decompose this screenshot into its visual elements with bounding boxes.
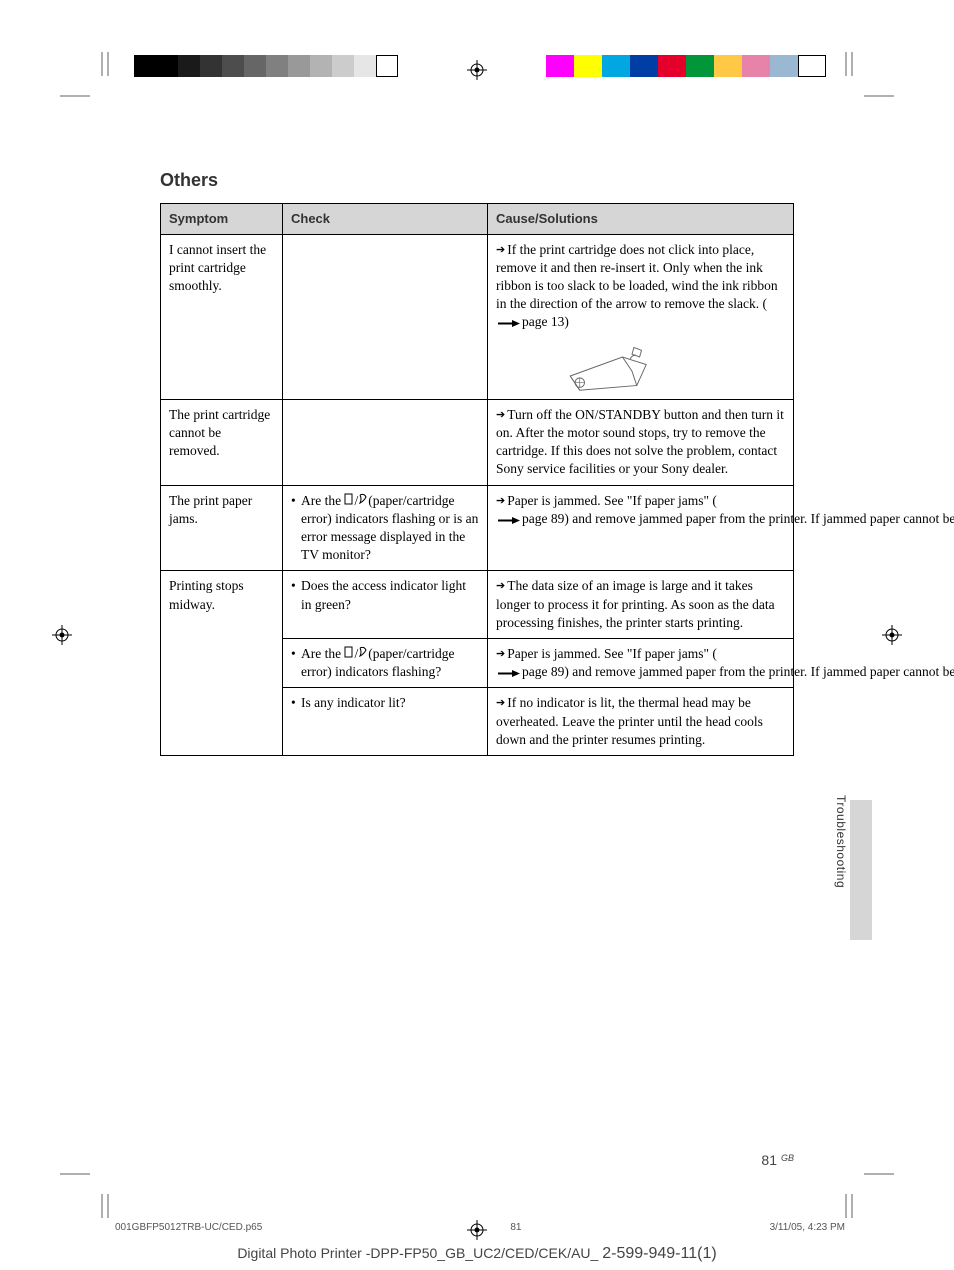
cause-text: Turn off the ON/STANDBY button and then … [496,407,784,477]
paper-icon [344,646,354,658]
table-row: The print cartridge cannot be removed. T… [161,399,794,485]
cause-cell: Turn off the ON/STANDBY button and then … [488,399,794,485]
section-tab [850,800,872,940]
table-row: Printing stops midway. Does the access i… [161,571,794,639]
paper-icon [344,493,354,505]
th-cause: Cause/Solutions [488,204,794,235]
color-calibration-strip [546,55,826,77]
check-cell: Are the /(paper/cartridge error) indicat… [283,639,488,688]
registration-mark-icon [52,625,72,645]
arrow-icon [496,646,507,661]
table-row: I cannot insert the print cartridge smoo… [161,234,794,399]
page-ref: page 13) [496,314,569,329]
th-check: Check [283,204,488,235]
section-title: Others [160,170,794,191]
check-cell: Is any indicator lit? [283,688,488,756]
ribbon-icon [358,646,368,658]
registration-mark-icon [467,60,487,80]
symptom-cell: Printing stops midway. [161,571,283,756]
symptom-cell: I cannot insert the print cartridge smoo… [161,234,283,399]
page-number: 81GB [761,1152,794,1168]
footer-title: Digital Photo Printer -DPP-FP50_GB_UC2/C… [0,1245,954,1263]
troubleshooting-table: Symptom Check Cause/Solutions I cannot i… [160,203,794,756]
cause-cell: If no indicator is lit, the thermal head… [488,688,794,756]
check-cell [283,234,488,399]
cause-cell: Paper is jammed. See "If paper jams" (pa… [488,639,794,688]
footer-datetime: 3/11/05, 4:23 PM [770,1222,845,1233]
page-ref: page 89) and remove jammed paper from th… [496,664,954,679]
check-cell: Does the access indicator light in green… [283,571,488,639]
arrow-icon [496,407,507,422]
symptom-cell: The print cartridge cannot be removed. [161,399,283,485]
cause-cell: Paper is jammed. See "If paper jams" (pa… [488,485,794,571]
arrow-icon [496,493,507,508]
page-ref: page 89) and remove jammed paper from th… [496,511,954,526]
footer-file: 001GBFP5012TRB-UC/CED.p65 [115,1222,262,1233]
section-tab-label: Troubleshooting [834,795,848,888]
footer-meta: 001GBFP5012TRB-UC/CED.p65 81 3/11/05, 4:… [115,1222,845,1233]
cause-text: Paper is jammed. See "If paper jams" ( [507,493,717,508]
table-row: The print paper jams. Are the /(paper/ca… [161,485,794,571]
check-cell: Are the /(paper/cartridge error) indicat… [283,485,488,571]
arrow-icon [496,242,507,257]
registration-mark-icon [882,625,902,645]
cause-cell: If the print cartridge does not click in… [488,234,794,399]
grayscale-calibration-strip [134,55,398,77]
check-cell [283,399,488,485]
footer-page: 81 [510,1222,521,1233]
cause-text: The data size of an image is large and i… [496,578,775,629]
cause-text: If the print cartridge does not click in… [496,242,778,312]
arrow-icon [496,695,507,710]
cause-cell: The data size of an image is large and i… [488,571,794,639]
table-header-row: Symptom Check Cause/Solutions [161,204,794,235]
symptom-cell: The print paper jams. [161,485,283,571]
cartridge-icon [556,338,651,393]
cause-text: If no indicator is lit, the thermal head… [496,695,763,746]
ribbon-icon [358,493,368,505]
arrow-icon [496,578,507,593]
th-symptom: Symptom [161,204,283,235]
cause-text: Paper is jammed. See "If paper jams" ( [507,646,717,661]
